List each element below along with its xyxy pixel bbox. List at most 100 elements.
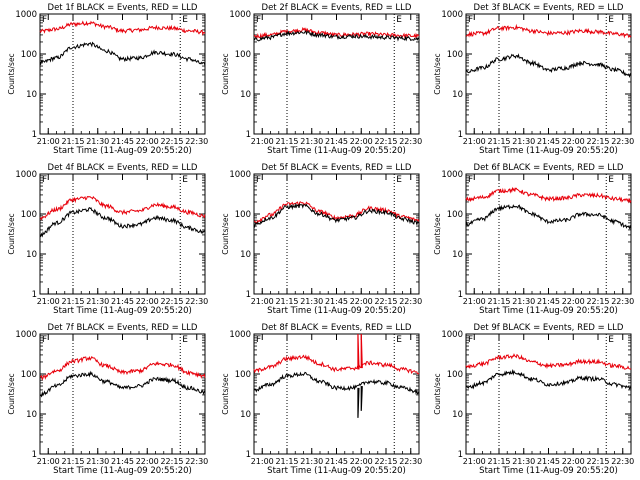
y-tick-label: 1000 (441, 10, 463, 20)
panel-det-4: Det 4f BLACK = Events, RED = LLD 1 10 100 10… (7, 163, 208, 316)
y-tick-label: 1000 (15, 170, 37, 180)
flag-right-label: E (396, 175, 402, 185)
x-tick-label: 22:15 (586, 297, 609, 306)
x-tick-label: 21:45 (111, 457, 134, 466)
y-axis-label: Counts/sec (221, 53, 230, 94)
x-axis-label: Start Time (11-Aug-09 20:55:20) (267, 306, 406, 316)
y-axis-label: Counts/sec (433, 373, 442, 414)
y-tick-label: 1 (458, 290, 463, 300)
flag-left-label: F (42, 335, 47, 345)
y-tick-label: 10 (240, 90, 251, 100)
panel-title: Det 9f BLACK = Events, RED = LLD (474, 323, 624, 333)
panel-title: Det 6f BLACK = Events, RED = LLD (474, 163, 624, 173)
y-tick-label: 10 (452, 410, 463, 420)
panel-det-9: Det 9f BLACK = Events, RED = LLD 1 10 100 10… (433, 323, 634, 476)
x-tick-label: 21:30 (86, 137, 109, 146)
y-tick-label: 1000 (441, 330, 463, 340)
x-tick-label: 22:30 (185, 297, 208, 306)
x-tick-label: 22:30 (399, 297, 422, 306)
flag-left-label: F (468, 175, 473, 185)
x-tick-label: 21:30 (512, 457, 535, 466)
x-tick-label: 22:30 (611, 137, 634, 146)
panel-title: Det 1f BLACK = Events, RED = LLD (48, 3, 198, 13)
x-axis-label: Start Time (11-Aug-09 20:55:20) (53, 466, 192, 476)
x-tick-label: 22:30 (399, 137, 422, 146)
y-axis-label: Counts/sec (433, 53, 442, 94)
x-axis-label: Start Time (11-Aug-09 20:55:20) (479, 146, 618, 156)
y-axis-label: Counts/sec (221, 373, 230, 414)
series-events-line (39, 207, 206, 238)
y-tick-label: 10 (26, 250, 37, 260)
y-tick-label: 1 (32, 290, 37, 300)
panel-det-1: Det 1f BLACK = Events, RED = LLD 1 10 100 10… (7, 3, 208, 156)
x-tick-label: 21:15 (61, 137, 84, 146)
x-tick-label: 22:30 (611, 457, 634, 466)
series-lld-line (253, 354, 420, 375)
x-tick-label: 22:00 (136, 457, 159, 466)
x-tick-label: 21:30 (300, 137, 323, 146)
x-tick-label: 21:45 (537, 457, 560, 466)
series-lld-line (40, 355, 206, 381)
x-tick-label: 21:15 (487, 137, 510, 146)
y-tick-label: 1000 (229, 330, 251, 340)
series-events-line (253, 202, 420, 228)
flag-right-label: E (608, 15, 614, 25)
y-tick-label: 100 (447, 50, 463, 60)
series-events-line (465, 204, 632, 230)
x-tick-label: 21:15 (487, 297, 510, 306)
y-tick-label: 100 (447, 210, 463, 220)
x-tick-label: 21:00 (463, 297, 486, 306)
series-events-line (253, 29, 420, 42)
y-tick-label: 10 (240, 410, 251, 420)
flag-left-label: F (42, 15, 47, 25)
x-tick-label: 22:00 (562, 457, 585, 466)
x-tick-label: 22:15 (160, 457, 183, 466)
x-tick-label: 21:30 (86, 297, 109, 306)
x-tick-label: 21:30 (512, 297, 535, 306)
panel-det-8: Det 8f BLACK = Events, RED = LLD 1 10 100 10… (221, 323, 422, 476)
y-tick-label: 1000 (441, 170, 463, 180)
x-tick-label: 21:00 (251, 457, 274, 466)
series-events-line (253, 371, 420, 396)
x-tick-label: 22:00 (136, 297, 159, 306)
y-axis-label: Counts/sec (7, 53, 16, 94)
flag-right-label: E (182, 15, 188, 25)
x-tick-label: 21:15 (275, 457, 298, 466)
y-axis-label: Counts/sec (433, 213, 442, 254)
y-tick-label: 10 (240, 250, 251, 260)
x-tick-label: 22:15 (160, 297, 183, 306)
x-tick-label: 21:00 (37, 297, 60, 306)
y-tick-label: 1 (32, 450, 37, 460)
x-tick-label: 21:45 (537, 137, 560, 146)
y-tick-label: 100 (235, 210, 251, 220)
x-tick-label: 22:00 (562, 137, 585, 146)
series-events-line (465, 53, 632, 78)
series-lld-line (465, 186, 632, 204)
x-tick-label: 21:30 (300, 457, 323, 466)
y-tick-label: 100 (21, 50, 37, 60)
flag-right-label: E (608, 175, 614, 185)
x-tick-label: 21:00 (251, 297, 274, 306)
y-tick-label: 100 (235, 370, 251, 380)
y-tick-label: 10 (26, 410, 37, 420)
x-tick-label: 22:30 (399, 457, 422, 466)
x-tick-label: 21:15 (275, 297, 298, 306)
x-tick-label: 21:00 (37, 457, 60, 466)
x-tick-label: 21:15 (61, 297, 84, 306)
y-tick-label: 1000 (229, 10, 251, 20)
panel-det-7: Det 7f BLACK = Events, RED = LLD 1 10 100 10… (7, 323, 208, 476)
series-lld-line (39, 20, 206, 36)
x-axis-label: Start Time (11-Aug-09 20:55:20) (479, 306, 618, 316)
x-tick-label: 21:00 (251, 137, 274, 146)
y-tick-label: 10 (26, 90, 37, 100)
x-tick-label: 21:15 (487, 457, 510, 466)
series-spike (360, 333, 363, 369)
y-tick-label: 1 (458, 450, 463, 460)
y-tick-label: 1 (246, 290, 251, 300)
x-tick-label: 22:00 (562, 297, 585, 306)
y-tick-label: 1 (246, 450, 251, 460)
flag-right-label: E (396, 335, 402, 345)
x-tick-label: 22:15 (374, 297, 397, 306)
series-lld-line (254, 201, 420, 224)
panel-title: Det 5f BLACK = Events, RED = LLD (262, 163, 412, 173)
